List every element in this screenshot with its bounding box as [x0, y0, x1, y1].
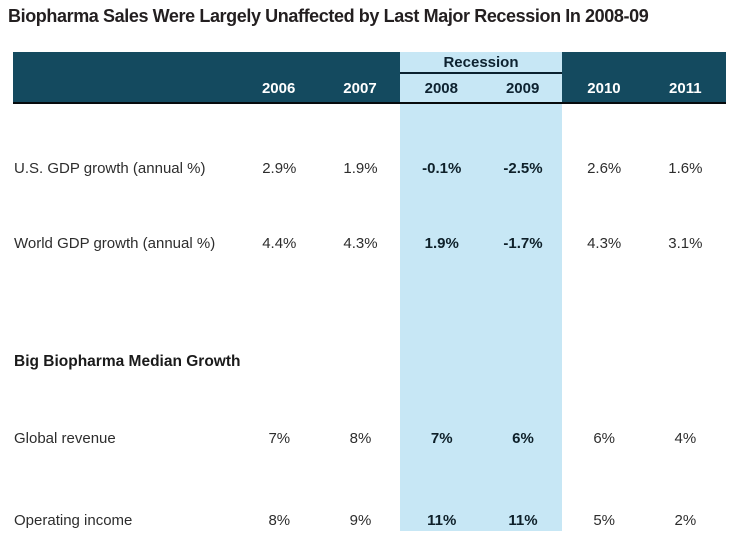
cell-value: 4.4% — [262, 234, 297, 252]
cell-value-recession: -0.1% — [422, 159, 462, 177]
cell-value: 2.9% — [262, 159, 297, 177]
year-column-header-2006: 2006 — [261, 80, 296, 97]
cell-value-recession: 11% — [508, 511, 538, 529]
table-row-operating-income: Operating income 8% 9% 11% 11% 5% 2% — [13, 510, 726, 530]
table-section-header: Big Biopharma Median Growth — [13, 352, 726, 372]
cell-value: 2% — [674, 511, 697, 529]
table-header: Recession 2006 2007 2008 2009 2010 2011 — [13, 52, 726, 104]
data-table: Recession 2006 2007 2008 2009 2010 2011 … — [13, 52, 726, 537]
cell-value: 4.3% — [343, 234, 378, 252]
cell-value-recession: 11% — [427, 511, 457, 529]
recession-highlight-band — [400, 104, 562, 531]
cell-value: 2.6% — [587, 159, 622, 177]
table-row-global-revenue: Global revenue 7% 8% 7% 6% 6% 4% — [13, 428, 726, 448]
recession-label: Recession — [400, 52, 562, 74]
cell-value-recession: 1.9% — [424, 234, 459, 252]
cell-value: 4% — [674, 429, 697, 447]
cell-value-recession: -1.7% — [503, 234, 543, 252]
row-label: U.S. GDP growth (annual %) — [14, 159, 206, 177]
figure-title: Biopharma Sales Were Largely Unaffected … — [8, 6, 649, 26]
recession-header: Recession — [400, 52, 562, 102]
cell-value: 9% — [349, 511, 372, 529]
cell-value: 1.6% — [668, 159, 703, 177]
cell-value: 5% — [593, 511, 616, 529]
header-spacer — [13, 80, 238, 97]
year-column-header-2010: 2010 — [587, 80, 621, 97]
year-column-header-2007: 2007 — [343, 80, 377, 97]
year-header-row: 2006 2007 2008 2009 2010 2011 — [13, 80, 726, 97]
year-column-header-2009: 2009 — [505, 80, 540, 97]
cell-value-recession: 6% — [512, 429, 534, 447]
year-column-header-2008: 2008 — [424, 80, 458, 97]
cell-value: 1.9% — [343, 159, 378, 177]
row-label: Operating income — [14, 511, 133, 529]
section-header-label: Big Biopharma Median Growth — [14, 353, 241, 370]
row-label: Global revenue — [14, 429, 116, 447]
cell-value: 7% — [268, 429, 291, 447]
table-row-us-gdp: U.S. GDP growth (annual %) 2.9% 1.9% -0.… — [13, 158, 726, 178]
cell-value: 8% — [349, 429, 372, 447]
cell-value: 4.3% — [587, 234, 622, 252]
cell-value: 8% — [268, 511, 291, 529]
row-label: World GDP growth (annual %) — [14, 234, 216, 252]
cell-value: 3.1% — [668, 234, 703, 252]
cell-value: 6% — [593, 429, 616, 447]
year-column-header-2011: 2011 — [669, 80, 702, 97]
cell-value-recession: -2.5% — [503, 159, 543, 177]
cell-value-recession: 7% — [430, 429, 453, 447]
table-row-world-gdp: World GDP growth (annual %) 4.4% 4.3% 1.… — [13, 233, 726, 253]
